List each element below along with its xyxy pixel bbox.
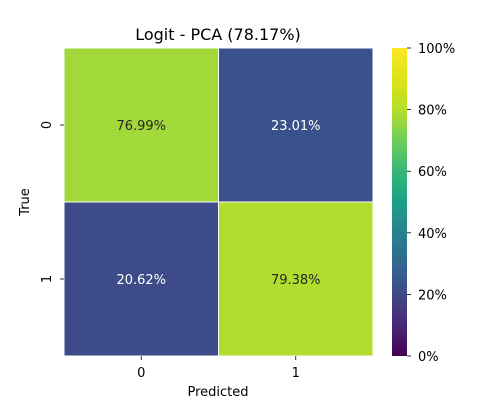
cell-label-1-0: 20.62% — [116, 273, 166, 288]
y-tick-label-1: 1 — [40, 275, 55, 283]
colorbar-tick-label-20: 20% — [418, 288, 447, 303]
cell-label-1-1: 79.38% — [271, 273, 321, 288]
heatmap-cell-0-1 — [218, 47, 374, 203]
colorbar-gradient — [392, 48, 407, 356]
colorbar-tick-label-40: 40% — [418, 227, 447, 242]
colorbar-tick-label-80: 80% — [418, 104, 447, 119]
colorbar-tick-label-60: 60% — [418, 165, 447, 180]
heatmap-cell-1-0 — [63, 201, 219, 357]
heatmap-cell-labels: 76.99% 23.01% 20.62% 79.38% — [116, 119, 320, 288]
heatmap-cells — [63, 47, 374, 357]
colorbar-tick-label-0: 0% — [418, 350, 439, 365]
y-axis-label: True — [18, 188, 33, 217]
colorbar: 0% 20% 40% 60% 80% 100% — [392, 42, 455, 365]
x-tick-label-0: 0 — [137, 366, 145, 381]
y-tick-label-0: 0 — [40, 121, 55, 129]
cell-label-0-0: 76.99% — [116, 119, 166, 134]
colorbar-tick-label-100: 100% — [418, 42, 455, 57]
x-axis-label: Predicted — [187, 385, 248, 400]
heatmap-cell-0-0 — [63, 47, 219, 203]
chart-title: Logit - PCA (78.17%) — [135, 25, 301, 44]
x-tick-label-1: 1 — [292, 366, 300, 381]
heatmap-cell-1-1 — [218, 201, 374, 357]
cell-label-0-1: 23.01% — [271, 119, 321, 134]
y-axis: 01 — [40, 121, 64, 283]
